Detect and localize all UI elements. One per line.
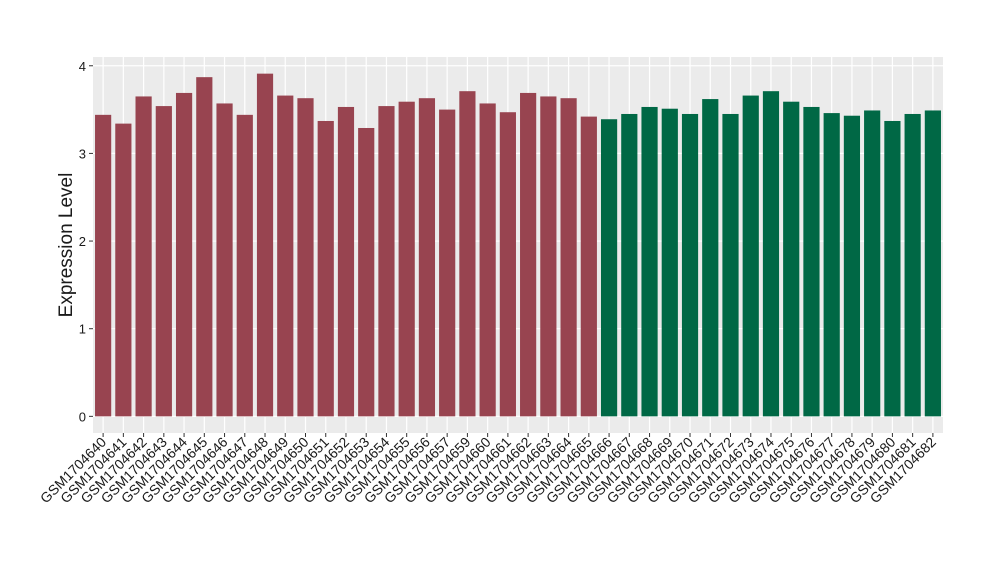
bar [864,110,881,417]
y-tick-label: 0 [79,409,86,424]
bar [520,92,537,417]
y-tick-label: 4 [79,59,86,74]
y-tick-label: 3 [79,146,86,161]
bar [540,96,557,417]
bar [641,106,658,417]
bar [884,120,901,417]
y-tick-label: 2 [79,234,86,249]
bar [681,113,699,417]
bar [924,110,941,417]
bar [762,91,780,417]
bar [904,113,921,417]
bar [803,106,820,417]
bar [823,113,840,417]
bar [358,127,375,417]
bar [560,98,577,417]
plot-panel [93,57,943,433]
bar [236,114,253,417]
y-axis-title: Expression Level [56,173,77,318]
bar [843,115,861,417]
bar [135,96,152,417]
bar [459,91,476,417]
bar [783,101,800,417]
bar [479,103,496,417]
bar [378,106,395,417]
bar [175,92,193,417]
bar [317,120,334,417]
bar [256,73,274,417]
bar [702,99,719,417]
bar [742,95,759,417]
bar [297,98,314,417]
bar [418,98,436,417]
bar [600,119,618,417]
y-tick-label: 1 [79,322,86,337]
bar [216,103,233,417]
bar [95,114,112,417]
bar [661,108,678,417]
bar [499,112,516,417]
bar [398,101,415,417]
bar [337,106,355,417]
bar [115,123,132,417]
bar [196,77,213,417]
bar [580,116,597,417]
bar [439,109,456,417]
bar [621,113,638,417]
bar [722,113,739,417]
bar [277,95,294,417]
bar [155,106,172,417]
